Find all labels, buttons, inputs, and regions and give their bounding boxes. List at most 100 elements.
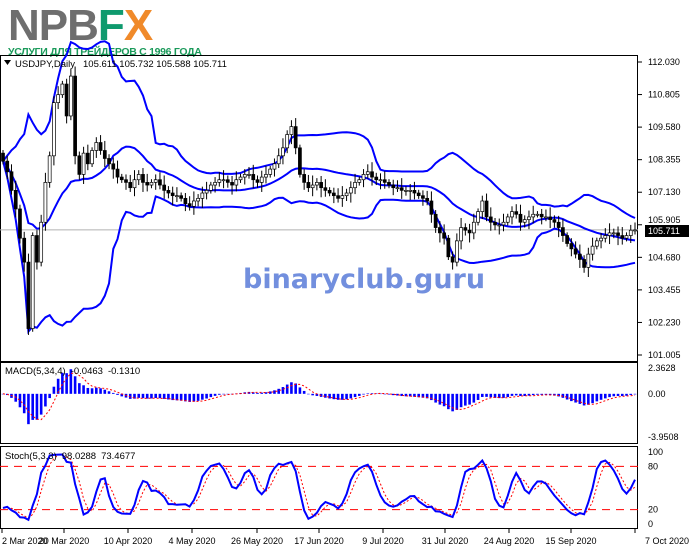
macd-header: MACD(5,34,4) -0.0463 -0.1310 xyxy=(5,366,140,377)
macd-bar xyxy=(332,393,336,400)
candle-body xyxy=(124,179,128,183)
candle-body xyxy=(488,216,493,223)
candle xyxy=(518,204,523,231)
candle-body xyxy=(565,235,569,244)
main-panel[interactable] xyxy=(0,55,638,362)
candle-body xyxy=(594,240,599,247)
candle xyxy=(438,221,442,243)
macd-bar xyxy=(514,393,518,396)
candle xyxy=(102,140,107,167)
macd-bar xyxy=(73,376,77,394)
candle xyxy=(467,223,472,243)
candle-body xyxy=(493,221,497,226)
candle xyxy=(455,233,459,267)
candle-body xyxy=(433,213,438,228)
candle-body xyxy=(268,168,273,175)
candle-body xyxy=(259,176,264,183)
candle xyxy=(348,181,353,203)
bollinger-upper-band xyxy=(2,40,636,219)
candle-body xyxy=(518,213,523,223)
candle-body xyxy=(578,253,582,260)
candle xyxy=(382,171,387,189)
dropdown-triangle-icon[interactable] xyxy=(4,60,11,65)
candle xyxy=(166,186,171,199)
price-tick-label: 101.005 xyxy=(648,350,681,360)
macd-bar xyxy=(196,393,200,401)
candle-body xyxy=(285,134,290,149)
candle-body xyxy=(208,184,213,191)
macd-bar xyxy=(154,393,157,398)
candle xyxy=(124,174,128,190)
stoch-panel[interactable] xyxy=(0,446,638,529)
candle xyxy=(47,151,52,188)
candle xyxy=(556,215,561,238)
candle-body xyxy=(421,195,425,199)
macd-bar xyxy=(35,393,39,420)
candle-body xyxy=(56,94,60,104)
macd-bar xyxy=(408,393,412,397)
stoch-tick-label: 100 xyxy=(648,447,663,457)
candle xyxy=(607,223,612,245)
candle xyxy=(30,232,35,332)
candle-body xyxy=(107,158,111,165)
candle xyxy=(187,196,192,211)
macd-bar xyxy=(387,393,391,395)
macd-bar xyxy=(430,393,433,401)
candle xyxy=(463,223,468,236)
candle xyxy=(522,215,527,228)
candle-body xyxy=(476,211,480,223)
macd-bar xyxy=(107,391,111,394)
candle-body xyxy=(298,147,302,175)
candle xyxy=(208,181,213,194)
candle xyxy=(514,204,519,219)
candle-body xyxy=(196,197,200,202)
candle-body xyxy=(361,174,366,181)
macd-bar xyxy=(455,393,459,410)
macd-bar xyxy=(294,383,297,394)
candle xyxy=(425,190,430,206)
candle-body xyxy=(556,221,561,228)
candle-body xyxy=(281,147,285,157)
candle-body xyxy=(141,174,145,183)
candle-body xyxy=(166,190,171,194)
candle-body xyxy=(599,237,603,242)
logo-n: N xyxy=(8,1,40,50)
symbol-label: USDJPY,Daily xyxy=(15,59,75,70)
logo-x: X xyxy=(123,1,153,50)
macd-bar xyxy=(502,393,505,398)
candle-body xyxy=(412,190,417,194)
candle-body xyxy=(497,224,502,227)
candle-body xyxy=(416,192,421,197)
candle xyxy=(586,247,591,277)
macd-panel[interactable] xyxy=(0,362,638,444)
time-tick-label: 26 May 2020 xyxy=(231,536,283,546)
candle-body xyxy=(459,227,463,242)
candle-body xyxy=(573,248,578,255)
candle-body xyxy=(480,200,485,212)
macd-tick-label: 2.3628 xyxy=(648,363,676,373)
macd-value-main: -0.0463 xyxy=(71,366,103,377)
macd-bar xyxy=(162,393,166,399)
candle-body xyxy=(348,187,353,194)
candle xyxy=(247,166,251,179)
macd-bar xyxy=(328,393,331,399)
candle xyxy=(569,238,574,257)
stoch-value-signal: 73.4677 xyxy=(101,451,135,462)
candle-body xyxy=(616,232,620,236)
macd-bar xyxy=(78,383,81,394)
candle xyxy=(302,169,307,190)
candle xyxy=(399,178,404,199)
macd-bar xyxy=(497,393,501,399)
candle-body xyxy=(200,192,205,199)
stoch-label: Stoch(5,3,3) xyxy=(5,451,57,462)
macd-bar xyxy=(608,393,611,398)
macd-bar xyxy=(111,392,115,394)
candle xyxy=(175,187,179,203)
candle-body xyxy=(128,182,133,189)
macd-bar xyxy=(383,393,387,395)
candle xyxy=(281,138,285,165)
macd-bar xyxy=(285,384,289,394)
macd-bar xyxy=(311,393,314,396)
candle xyxy=(611,228,616,239)
